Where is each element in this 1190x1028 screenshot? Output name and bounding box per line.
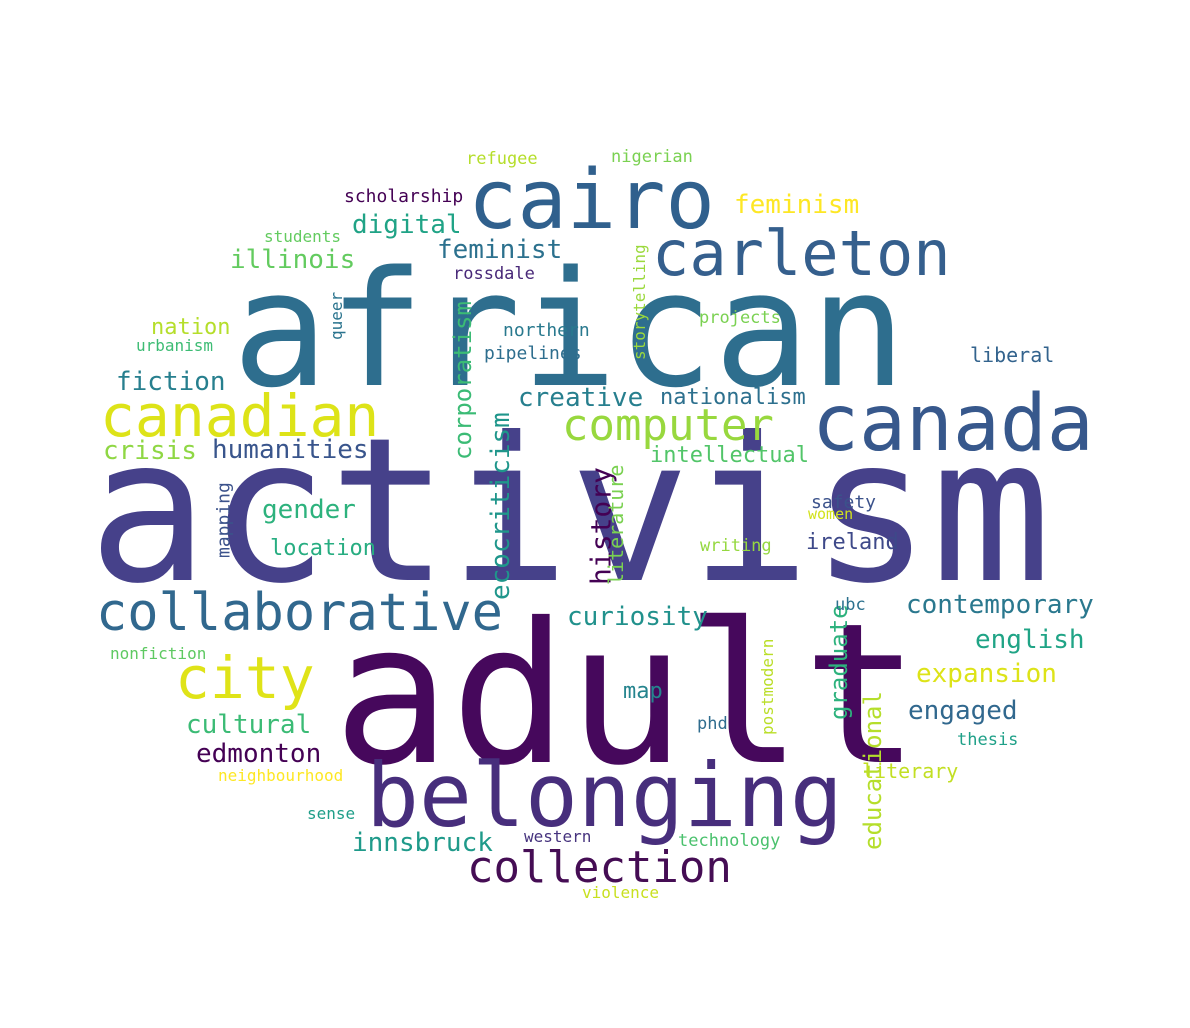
word-activism: activism (88, 395, 1051, 628)
word-projects: projects (699, 308, 781, 328)
word-educational: educational (859, 691, 887, 850)
word-nonfiction: nonfiction (110, 644, 206, 663)
word-neighbourhood: neighbourhood (218, 766, 343, 785)
word-nationalism: nationalism (660, 385, 806, 410)
word-graduate: graduate (825, 604, 853, 720)
word-expansion: expansion (916, 659, 1057, 689)
word-ireland: ireland (806, 530, 899, 555)
word-students: students (264, 227, 341, 246)
word-women: women (808, 505, 853, 523)
word-contemporary: contemporary (906, 590, 1094, 620)
word-carleton: carleton (652, 217, 951, 290)
word-computer: computer (562, 400, 774, 451)
word-feminism: feminism (734, 190, 859, 220)
word-writing: writing (700, 536, 772, 556)
word-violence: violence (582, 883, 659, 902)
word-cultural: cultural (186, 710, 311, 740)
word-corporatism: corporatism (449, 301, 477, 460)
word-humanities: humanities (212, 435, 369, 465)
word-collaborative: collaborative (96, 583, 503, 643)
word-literary: literary (862, 759, 958, 783)
word-creative: creative (518, 383, 643, 413)
word-english: english (975, 625, 1085, 655)
word-city: city (175, 644, 315, 712)
word-gender: gender (262, 495, 356, 525)
word-map: map (623, 679, 663, 704)
word-thesis: thesis (957, 730, 1018, 750)
word-ecocriticism: ecocriticism (486, 412, 516, 600)
word-scholarship: scholarship (344, 186, 463, 207)
word-location: location (270, 536, 376, 561)
word-curiosity: curiosity (567, 602, 708, 632)
word-innsbruck: innsbruck (352, 828, 493, 858)
word-fiction: fiction (116, 367, 226, 397)
word-phd: phd (697, 714, 728, 734)
word-digital: digital (352, 210, 462, 240)
word-northern: northern (503, 320, 590, 341)
word-sense: sense (307, 804, 355, 823)
word-canadian: canadian (100, 382, 379, 450)
word-crisis: crisis (103, 436, 197, 466)
word-african: african (232, 236, 906, 423)
word-ubc: ubc (835, 595, 866, 615)
word-engaged: engaged (908, 696, 1018, 726)
word-nigerian: nigerian (611, 147, 693, 167)
word-canada: canada (812, 379, 1094, 469)
word-queer: queer (327, 291, 346, 340)
word-urbanism: urbanism (136, 336, 213, 355)
word-nation: nation (151, 315, 230, 340)
word-western: western (524, 827, 591, 846)
word-cairo: cairo (468, 153, 715, 248)
word-collection: collection (467, 842, 732, 893)
word-feminist: feminist (437, 235, 562, 265)
word-adult: adult (333, 581, 920, 808)
word-illinois: illinois (230, 245, 355, 275)
word-liberal: liberal (970, 343, 1054, 367)
word-edmonton: edmonton (196, 739, 321, 769)
word-safety: safety (811, 492, 876, 513)
word-technology: technology (678, 831, 780, 851)
word-literature: literature (604, 465, 628, 585)
word-intellectual: intellectual (650, 443, 809, 468)
word-history: history (584, 467, 617, 585)
word-rossdale: rossdale (453, 264, 535, 284)
word-pipelines: pipelines (484, 343, 582, 364)
word-storytelling: storytelling (630, 244, 649, 360)
word-refugee: refugee (466, 149, 538, 169)
word-mapping: mapping (213, 482, 234, 558)
word-belonging: belonging (366, 744, 843, 847)
word-postmodern: postmodern (758, 639, 777, 735)
